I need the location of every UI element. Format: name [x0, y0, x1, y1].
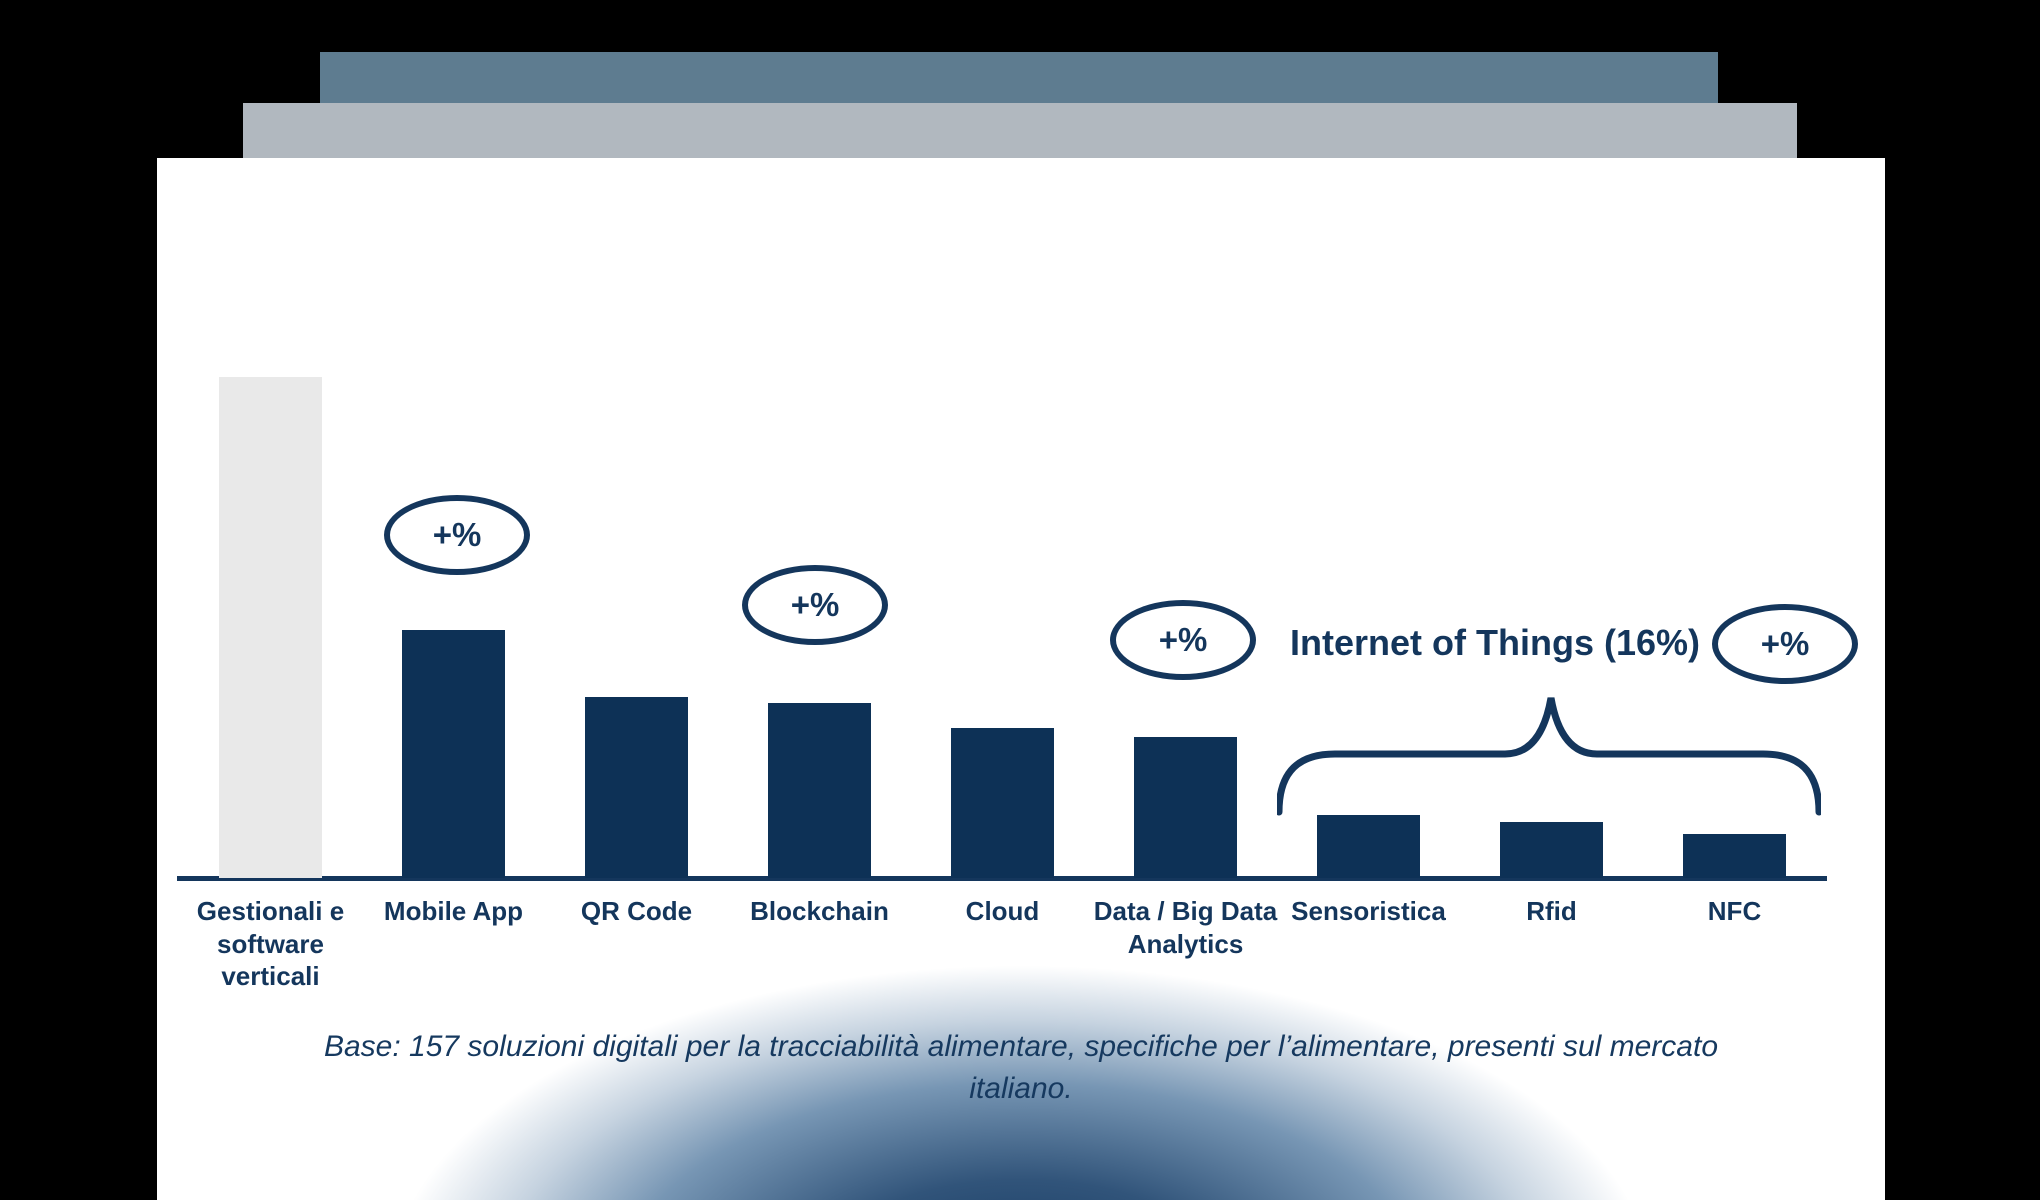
- category-label-cloud: Cloud: [965, 896, 1040, 926]
- bar-data-big-data: [1134, 737, 1237, 878]
- badge-label: +%: [1760, 625, 1810, 662]
- slide-card: Gestionali e software verticali Mobile Ap…: [157, 158, 1885, 1200]
- category-label-qr-code: QR Code: [580, 896, 693, 926]
- bar-nfc: [1683, 834, 1786, 878]
- slide-stack-middle-layer: [243, 103, 1797, 158]
- bar-sensoristica: [1317, 815, 1420, 878]
- category-label-nfc: NFC: [1707, 896, 1762, 926]
- badge-label: +%: [790, 586, 840, 623]
- badge-label: +%: [432, 516, 482, 553]
- bar-mobile-app: [402, 630, 505, 878]
- hidden-value-badge-big-data: +%: [1110, 600, 1256, 680]
- x-axis-line: [177, 876, 1827, 881]
- badge-label: +%: [1158, 621, 1208, 658]
- bottom-gradient-decoration: [157, 860, 1885, 1200]
- iot-group-label: Internet of Things (16%): [1289, 622, 1700, 663]
- hidden-value-badge-iot: +%: [1712, 604, 1858, 684]
- hidden-value-badge-mobile-app: +%: [384, 495, 530, 575]
- category-label-blockchain: Blockchain: [750, 896, 889, 926]
- hidden-value-badge-blockchain: +%: [742, 565, 888, 645]
- category-label-data-big-data: Data / Big Data Analytics: [1093, 896, 1278, 959]
- category-label-sensoristica: Sensoristica: [1291, 896, 1446, 926]
- bar-rfid: [1500, 822, 1603, 878]
- bar-cloud: [951, 728, 1054, 878]
- category-label-rfid: Rfid: [1526, 896, 1577, 926]
- category-label-mobile-app: Mobile App: [383, 896, 524, 926]
- slide-stack-back-layer: [320, 52, 1718, 105]
- footnote-base-text: Base: 157 soluzioni digitali per la trac…: [323, 1030, 1719, 1105]
- bar-blockchain: [768, 703, 871, 878]
- iot-group-brace-icon: [1277, 697, 1821, 816]
- bar-qr-code: [585, 697, 688, 878]
- bar-gestionali-e: [219, 377, 322, 878]
- category-label-gestionali-e: Gestionali e software verticali: [196, 896, 345, 991]
